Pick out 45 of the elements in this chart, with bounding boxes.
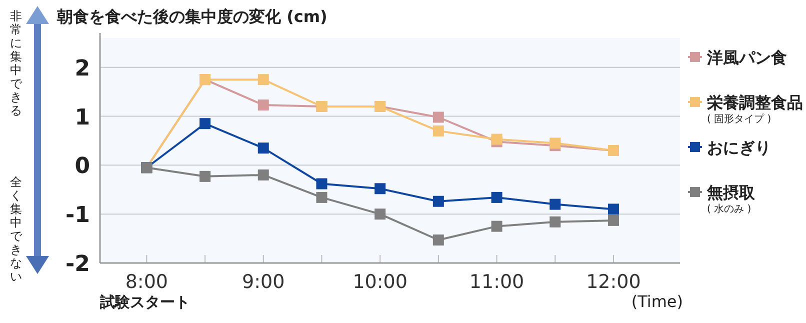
point <box>374 208 386 220</box>
point <box>258 100 269 111</box>
legend-item: 栄養調整食品 ( 固形タイプ ) <box>688 93 803 125</box>
point <box>491 192 502 203</box>
legend-label: 洋風パン食 <box>706 48 787 67</box>
legend-label: おにぎり <box>707 138 771 157</box>
y-tick-label: -1 <box>66 203 90 228</box>
x-axis-title: (Time) <box>631 292 683 311</box>
x-tick-label: 10:00 <box>352 271 408 293</box>
legend-item: おにぎり <box>688 138 771 157</box>
point <box>316 178 328 190</box>
x-tick-label: 9:00 <box>242 271 285 293</box>
point <box>550 198 561 210</box>
point <box>491 134 502 145</box>
point <box>374 183 386 194</box>
chart-title: 朝食を食べた後の集中度の変化 (cm) <box>56 7 328 26</box>
y-tick-label: 2 <box>74 56 90 82</box>
point <box>258 74 269 86</box>
y-tick-label: -2 <box>66 252 90 277</box>
point <box>258 169 269 180</box>
point <box>550 138 561 149</box>
point <box>258 142 269 154</box>
point <box>608 204 619 215</box>
legend-label: 無摂取 ( 水のみ ) <box>706 183 756 215</box>
point <box>550 216 561 228</box>
point <box>608 214 619 226</box>
x-tick-label: 11:00 <box>469 271 524 293</box>
text: 非常に集中できる <box>10 9 23 118</box>
point <box>316 192 328 203</box>
text: 試験スタート <box>99 293 190 311</box>
point <box>432 125 444 136</box>
y-tick-label: 0 <box>74 154 90 180</box>
text: 全く集中できない <box>10 175 23 284</box>
x-tick-label: 12:00 <box>586 271 641 293</box>
point <box>432 234 444 246</box>
point <box>432 112 444 123</box>
x-tick-label: 8:00 <box>125 271 168 293</box>
point <box>432 196 444 207</box>
legend-item: 無摂取 ( 水のみ ) <box>688 183 755 215</box>
point <box>491 220 502 232</box>
point <box>200 118 211 130</box>
legend-item: 洋風パン食 <box>688 48 787 67</box>
y-tick-label: 1 <box>74 105 90 130</box>
legend-label: 栄養調整食品 ( 固形タイプ ) <box>707 93 803 125</box>
point <box>200 170 211 182</box>
